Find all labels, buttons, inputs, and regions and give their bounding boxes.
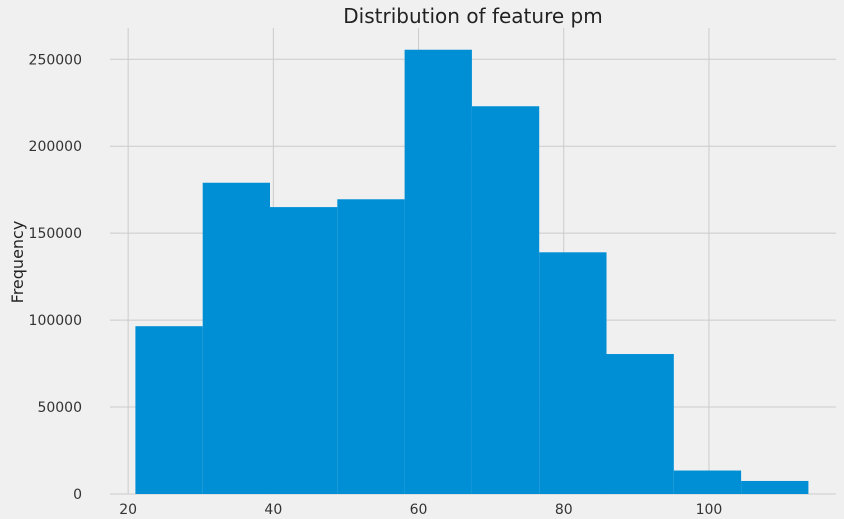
- x-tick-label: 60: [410, 502, 428, 518]
- x-tick-label: 20: [119, 502, 137, 518]
- histogram-bar: [337, 199, 405, 494]
- ticks: 20 40 60 80 100 0 50000 100000 150000 200000 25000…: [29, 52, 723, 518]
- histogram-bar: [404, 49, 472, 494]
- x-tick-label: 40: [264, 502, 282, 518]
- histogram-bar: [741, 480, 809, 494]
- histogram-bar: [471, 106, 540, 494]
- histogram-bar: [202, 182, 271, 495]
- histogram-bar: [606, 354, 674, 494]
- y-axis-label: Frequency: [8, 221, 27, 304]
- histogram-bar: [270, 207, 338, 494]
- bars: [135, 49, 809, 495]
- y-tick-label: 100000: [29, 313, 82, 329]
- y-tick-label: 50000: [37, 400, 82, 416]
- y-tick-label: 0: [73, 487, 82, 503]
- histogram-bar: [539, 252, 607, 494]
- histogram-bar: [673, 470, 742, 494]
- y-tick-label: 250000: [29, 52, 82, 68]
- histogram-bar: [135, 326, 203, 494]
- y-tick-label: 150000: [29, 226, 82, 242]
- y-tick-label: 200000: [29, 139, 82, 155]
- x-tick-label: 80: [555, 502, 573, 518]
- chart-title: Distribution of feature pm: [343, 4, 603, 28]
- x-tick-label: 100: [696, 502, 723, 518]
